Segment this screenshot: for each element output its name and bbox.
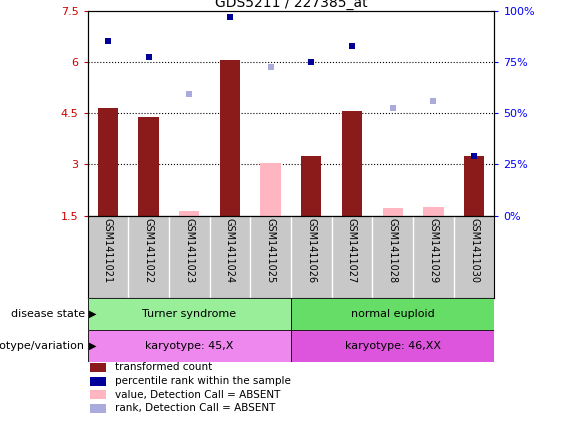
Text: value, Detection Call = ABSENT: value, Detection Call = ABSENT: [115, 390, 280, 400]
Text: GSM1411021: GSM1411021: [103, 218, 113, 283]
Bar: [88, 298, 291, 330]
Bar: [90, 376, 106, 386]
Title: GDS5211 / 227385_at: GDS5211 / 227385_at: [215, 0, 367, 10]
Text: Turner syndrome: Turner syndrome: [142, 309, 236, 319]
Bar: [88, 330, 291, 362]
Text: genotype/variation: genotype/variation: [0, 341, 85, 351]
Bar: [291, 298, 494, 330]
Text: GSM1411023: GSM1411023: [184, 218, 194, 283]
Bar: [90, 390, 106, 399]
Text: disease state: disease state: [11, 309, 85, 319]
Text: rank, Detection Call = ABSENT: rank, Detection Call = ABSENT: [115, 404, 275, 414]
Text: ▶: ▶: [89, 309, 97, 319]
Bar: [90, 404, 106, 413]
Text: GSM1411024: GSM1411024: [225, 218, 235, 283]
Bar: [98, 108, 118, 216]
Text: GSM1411028: GSM1411028: [388, 218, 398, 283]
Bar: [301, 156, 321, 216]
Text: GSM1411025: GSM1411025: [266, 218, 276, 283]
Text: karyotype: 46,XX: karyotype: 46,XX: [345, 341, 441, 351]
Bar: [260, 163, 281, 216]
Text: GSM1411022: GSM1411022: [144, 218, 154, 283]
Text: normal euploid: normal euploid: [351, 309, 434, 319]
Bar: [464, 156, 484, 216]
Bar: [220, 60, 240, 216]
Text: karyotype: 45,X: karyotype: 45,X: [145, 341, 233, 351]
Bar: [423, 207, 444, 216]
Text: GSM1411027: GSM1411027: [347, 218, 357, 283]
Text: GSM1411026: GSM1411026: [306, 218, 316, 283]
Text: GSM1411029: GSM1411029: [428, 218, 438, 283]
Bar: [383, 208, 403, 216]
Bar: [90, 363, 106, 372]
Text: transformed count: transformed count: [115, 363, 212, 372]
Bar: [138, 117, 159, 216]
Text: GSM1411030: GSM1411030: [469, 218, 479, 283]
Bar: [291, 330, 494, 362]
Text: ▶: ▶: [89, 341, 97, 351]
Text: percentile rank within the sample: percentile rank within the sample: [115, 376, 290, 386]
Bar: [342, 111, 362, 216]
Bar: [179, 211, 199, 216]
